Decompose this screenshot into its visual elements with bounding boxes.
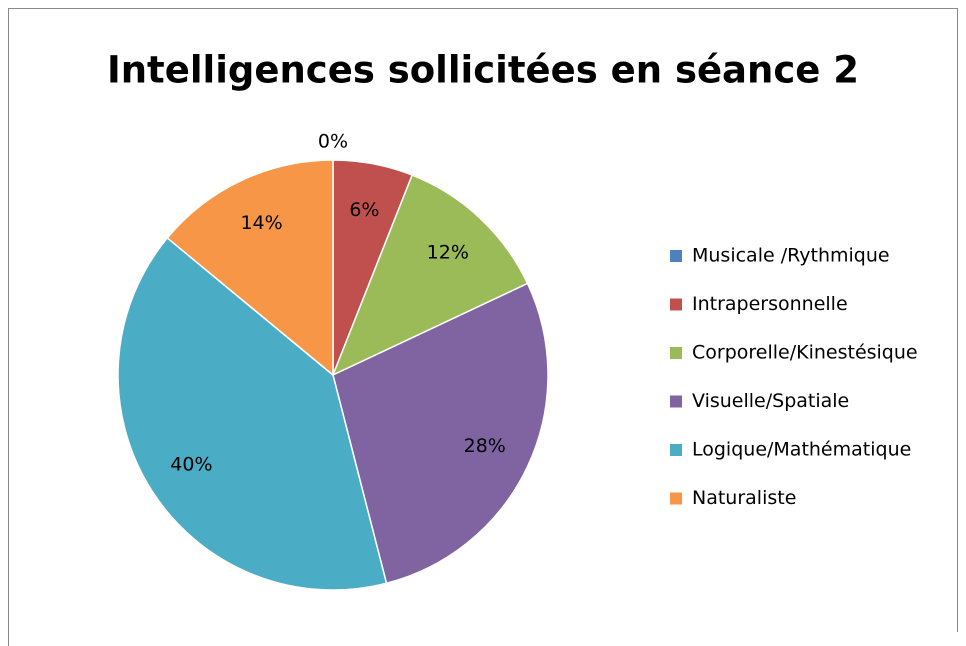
legend-swatch — [670, 492, 682, 505]
data-label: 12% — [427, 241, 469, 263]
legend-swatch — [670, 250, 682, 262]
legend-label: Logique/Mathématique — [692, 439, 911, 461]
legend-swatch — [670, 444, 682, 456]
legend-label: Visuelle/Spatiale — [692, 390, 849, 412]
legend-swatch — [670, 298, 682, 311]
chart-frame — [8, 8, 958, 646]
chart-title: Intelligences sollicitées en séance 2 — [107, 49, 859, 92]
legend-label: Musicale /Rythmique — [692, 245, 890, 267]
data-label: 40% — [170, 453, 212, 475]
legend-label: Corporelle/Kinestésique — [692, 342, 918, 364]
data-label: 6% — [349, 199, 379, 221]
legend-swatch — [670, 395, 682, 408]
pie-slice — [166, 159, 334, 377]
legend-swatch — [670, 347, 682, 359]
data-label: 14% — [240, 212, 282, 234]
pie-slice — [331, 174, 529, 377]
legend-label: Naturaliste — [692, 487, 796, 509]
pie-slice — [117, 236, 388, 591]
pie-slice — [332, 282, 549, 585]
legend-label: Intrapersonnelle — [692, 293, 848, 315]
data-label: 28% — [464, 435, 506, 457]
data-label: 0% — [318, 131, 348, 153]
